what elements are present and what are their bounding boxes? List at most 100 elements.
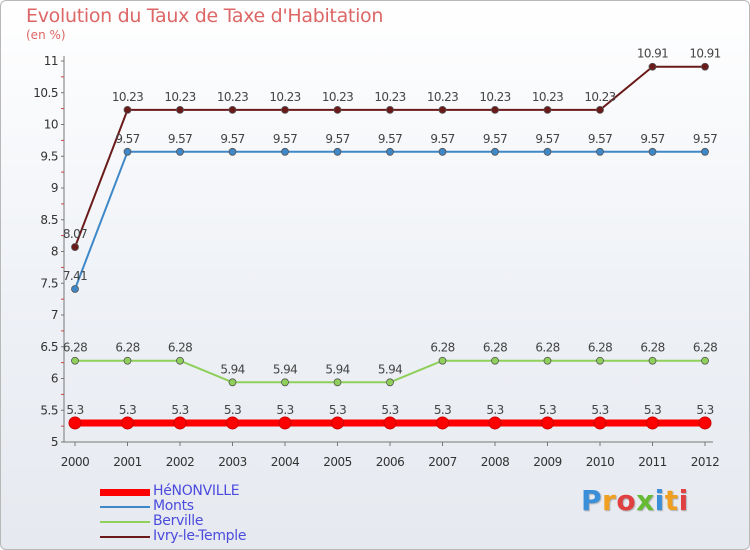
data-label: 9.57 [168, 132, 192, 146]
logo-letter: i [678, 484, 689, 517]
data-point [123, 105, 132, 114]
data-label: 8.07 [63, 227, 87, 241]
data-label: 6.28 [168, 341, 192, 355]
data-point [281, 105, 289, 114]
data-label: 5.3 [224, 403, 241, 417]
data-point [491, 105, 499, 114]
legend-item: Ivry-le-Temple [100, 528, 300, 544]
data-point [488, 416, 502, 430]
x-tick-label: 2002 [166, 455, 195, 469]
x-tick-label: 2011 [638, 455, 667, 469]
legend-label-henonville: HéNONVILLE [153, 483, 240, 499]
data-point [123, 147, 132, 156]
y-tick-label: 11 [44, 54, 58, 68]
data-point [386, 378, 394, 387]
y-tick-label: 7 [51, 308, 58, 322]
data-label: 5.3 [644, 403, 661, 417]
x-tick-label: 2005 [323, 455, 352, 469]
data-point [331, 416, 344, 430]
data-label: 7.41 [63, 269, 87, 283]
data-label: 9.57 [378, 132, 402, 146]
data-point [648, 62, 657, 71]
data-label: 5.3 [171, 403, 188, 417]
data-point [543, 356, 552, 365]
legend-swatch-monts [100, 506, 150, 508]
x-tick-label: 2010 [586, 455, 615, 469]
data-label: 9.57 [325, 132, 349, 146]
data-label: 6.28 [115, 341, 139, 355]
data-label: 5.94 [220, 362, 244, 376]
data-label: 10.23 [374, 90, 405, 104]
x-tick-label: 2003 [218, 455, 247, 469]
x-tick-label: 2001 [113, 455, 142, 469]
data-point [701, 356, 709, 365]
data-point [386, 147, 394, 156]
y-axis-label: (en %) [26, 28, 66, 42]
x-tick-label: 2006 [376, 455, 405, 469]
data-label: 5.94 [273, 362, 297, 376]
data-point [123, 356, 132, 365]
data-point [701, 147, 709, 156]
data-label: 9.57 [535, 132, 559, 146]
data-label: 5.3 [276, 403, 293, 417]
series-layer [68, 62, 712, 430]
data-label: 9.57 [483, 132, 507, 146]
y-tick-label: 6.5 [40, 340, 58, 354]
logo-letter: i [654, 484, 665, 517]
data-label: 6.28 [430, 341, 454, 355]
data-point [68, 416, 82, 430]
data-point [648, 147, 657, 156]
data-point [543, 147, 552, 156]
data-point [543, 105, 552, 114]
data-label: 9.57 [115, 132, 139, 146]
y-tick-label: 10.5 [33, 86, 58, 100]
legend-label-monts: Monts [153, 498, 194, 514]
data-label: 10.23 [427, 90, 458, 104]
data-label: 5.3 [486, 403, 503, 417]
data-label: 5.3 [381, 403, 398, 417]
data-point [438, 356, 447, 365]
data-label: 9.57 [273, 132, 297, 146]
data-point [438, 105, 447, 114]
legend-item: HéNONVILLE [100, 483, 300, 499]
data-label: 6.28 [535, 341, 559, 355]
data-label: 10.23 [479, 90, 510, 104]
data-point [71, 285, 79, 293]
legend-swatch-henonville [100, 489, 150, 496]
legend-swatch-berville [100, 521, 150, 523]
data-label: 5.3 [696, 403, 713, 417]
data-label: 10.23 [269, 90, 300, 104]
x-tick-label: 2000 [61, 455, 90, 469]
legend-item: Berville [100, 513, 300, 529]
data-point [491, 356, 499, 365]
data-label: 5.3 [66, 403, 83, 417]
y-tick-label: 5 [51, 435, 58, 449]
data-label: 5.94 [378, 362, 402, 376]
legend-label-berville: Berville [153, 513, 204, 529]
chart-title: Evolution du Taux de Taxe d'Habitation [26, 5, 384, 27]
data-label: 10.91 [637, 47, 668, 61]
logo-letter: P [581, 484, 603, 517]
y-tick-label: 9.5 [40, 149, 58, 163]
y-tick-label: 10 [44, 118, 58, 132]
data-label: 9.57 [588, 132, 612, 146]
data-point [278, 416, 292, 430]
data-label: 10.23 [112, 90, 143, 104]
data-point [436, 416, 449, 430]
legend-label-ivry-le-temple: Ivry-le-Temple [153, 528, 247, 544]
data-label: 9.57 [430, 132, 454, 146]
data-point [438, 147, 447, 156]
logo-letter: x [636, 484, 655, 517]
data-point [596, 356, 604, 365]
y-tick-label: 7.5 [40, 276, 58, 290]
data-point [386, 105, 394, 114]
x-tick-label: 2004 [271, 455, 300, 469]
data-point [71, 356, 79, 365]
data-point [121, 416, 134, 430]
data-label: 6.28 [483, 341, 507, 355]
data-point [701, 62, 709, 71]
data-point [648, 356, 657, 365]
logo-letter: o [616, 484, 637, 517]
data-point [176, 356, 184, 365]
